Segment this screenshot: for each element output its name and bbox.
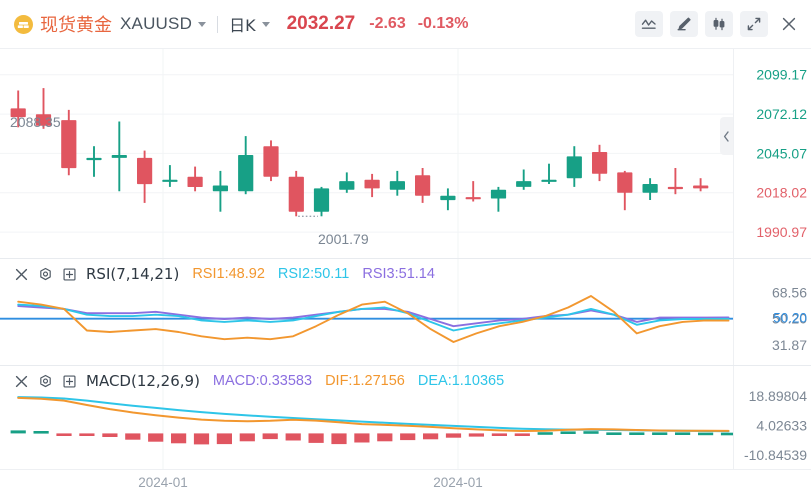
svg-text:68.56: 68.56 <box>772 284 807 300</box>
chevron-left-icon[interactable] <box>720 117 733 155</box>
close-icon[interactable] <box>14 267 29 282</box>
rsi-plot[interactable] <box>0 259 733 365</box>
rsi-title: RSI(7,14,21) <box>86 265 180 283</box>
header-divider <box>217 15 219 33</box>
period-selector-label[interactable]: 日K <box>229 16 256 35</box>
price-change-percent: -0.13% <box>417 15 469 32</box>
date-label: 2024-01 <box>433 475 483 490</box>
macd-axis[interactable]: 18.89804 4.02633 -10.84539 <box>733 366 811 469</box>
symbol-name-cn[interactable]: 现货黄金 <box>40 15 112 36</box>
candlestick-plot[interactable] <box>0 49 733 258</box>
price-change: -2.63 <box>369 15 406 32</box>
chevron-down-icon-symbol[interactable] <box>198 21 207 27</box>
indicator-icon[interactable] <box>635 11 663 37</box>
svg-text:4.02633: 4.02633 <box>756 417 807 433</box>
draw-pencil-icon[interactable] <box>670 11 698 37</box>
last-price: 2032.27 <box>286 13 356 34</box>
svg-text:50.20: 50.20 <box>772 311 807 327</box>
rsi-axis[interactable]: 68.56 50.20 31.87 50.20 <box>733 259 811 365</box>
period-low-label: 2001.79 <box>318 231 369 247</box>
macd-header: MACD(12,26,9) MACD:0.33583 DIF:1.27156 D… <box>0 370 517 392</box>
dif-value: DIF:1.27156 <box>325 373 405 389</box>
period-high-label: 2088.35 <box>10 114 61 130</box>
macd-plot[interactable] <box>0 366 733 469</box>
rsi-panel: RSI(7,14,21) RSI1:48.92 RSI2:50.11 RSI3:… <box>0 259 811 365</box>
candle-type-icon[interactable] <box>705 11 733 37</box>
gold-bar-icon <box>14 14 33 34</box>
svg-text:1990.97: 1990.97 <box>756 224 807 240</box>
macd-value: MACD:0.33583 <box>212 373 313 389</box>
date-axis[interactable]: 2024-01 2024-01 <box>0 469 811 497</box>
svg-text:2072.12: 2072.12 <box>756 106 807 122</box>
header-toolbar <box>635 11 803 37</box>
macd-title: MACD(12,26,9) <box>86 372 200 390</box>
svg-text:50.20: 50.20 <box>773 311 807 326</box>
gear-icon[interactable] <box>38 267 53 282</box>
date-label: 2024-01 <box>138 475 188 490</box>
plus-box-icon[interactable] <box>62 267 77 282</box>
svg-text:18.89804: 18.89804 <box>749 388 808 404</box>
plus-box-icon[interactable] <box>62 374 77 389</box>
svg-text:2099.17: 2099.17 <box>756 67 807 83</box>
svg-text:2045.07: 2045.07 <box>756 145 807 161</box>
panel-separator-1 <box>0 258 811 259</box>
macd-panel: MACD(12,26,9) MACD:0.33583 DIF:1.27156 D… <box>0 366 811 469</box>
rsi3-value: RSI3:51.14 <box>362 266 435 282</box>
svg-text:2018.02: 2018.02 <box>756 185 807 201</box>
rsi1-value: RSI1:48.92 <box>192 266 265 282</box>
fullscreen-icon[interactable] <box>740 11 768 37</box>
price-panel: 2099.17 2072.12 2045.07 2018.02 1990.97 2088… <box>0 49 811 258</box>
close-icon[interactable] <box>775 11 803 37</box>
gear-icon[interactable] <box>38 374 53 389</box>
svg-text:31.87: 31.87 <box>772 337 807 353</box>
dea-value: DEA:1.10365 <box>417 373 505 389</box>
rsi-header: RSI(7,14,21) RSI1:48.92 RSI2:50.11 RSI3:… <box>0 263 448 285</box>
chevron-down-icon-period[interactable] <box>261 21 270 27</box>
rsi2-value: RSI2:50.11 <box>277 266 350 282</box>
panel-separator-2 <box>0 365 811 366</box>
close-icon[interactable] <box>14 374 29 389</box>
svg-text:-10.84539: -10.84539 <box>744 447 807 463</box>
symbol-code[interactable]: XAUUSD <box>120 14 193 33</box>
price-axis[interactable]: 2099.17 2072.12 2045.07 2018.02 1990.97 <box>733 49 811 258</box>
chart-header: 现货黄金 XAUUSD 日K 2032.27 -2.63 -0.13% <box>0 0 811 49</box>
